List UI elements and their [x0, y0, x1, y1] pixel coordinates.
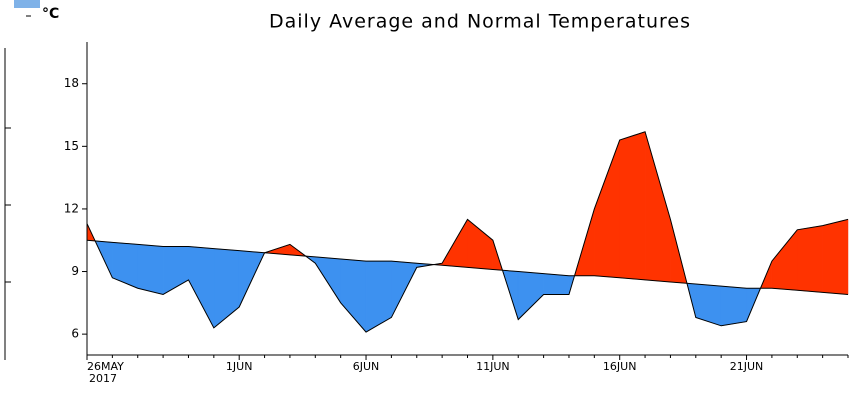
y-unit: °C	[42, 6, 59, 22]
y-tick-label: 12	[64, 201, 79, 215]
difference-fill	[822, 219, 849, 295]
difference-fill	[543, 273, 570, 295]
cropped-decoration	[14, 0, 40, 8]
series-line	[86, 239, 849, 295]
chart-title: Daily Average and Normal Temperatures	[269, 11, 691, 33]
x-year-label: 2017	[89, 372, 117, 385]
x-tick-label: 6JUN	[353, 360, 380, 373]
y-tick-label: 6	[71, 327, 79, 341]
x-tick-label: 21JUN	[730, 360, 764, 373]
lines	[86, 131, 849, 333]
x-tick-label: 11JUN	[476, 360, 510, 373]
y-tick-label: 15	[64, 139, 79, 153]
axes: 6 9 12 15 18 26MAY 1JUN 6JUN 11JUN 16JUN 21JUN 2017	[64, 42, 849, 385]
series-line	[86, 131, 849, 333]
difference-fill	[619, 131, 646, 281]
difference-fill	[720, 285, 747, 327]
x-tick-label: 16JUN	[603, 360, 637, 373]
y-tick-label: 9	[71, 264, 79, 278]
x-tick-label: 1JUN	[226, 360, 253, 373]
difference-fill	[797, 225, 823, 293]
x-tick-label: 26MAY	[87, 360, 124, 373]
y-tick-label: 18	[64, 76, 79, 90]
difference-fill	[137, 244, 164, 295]
